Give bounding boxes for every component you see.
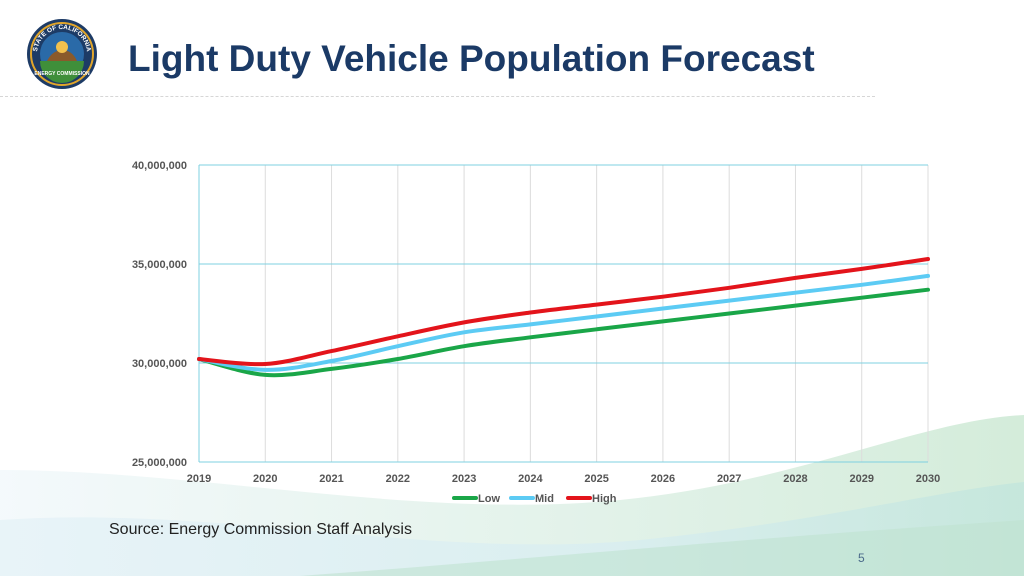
x-tick-label: 2027 (717, 473, 741, 485)
title-divider (0, 96, 875, 97)
x-tick-label: 2022 (386, 473, 410, 485)
x-tick-label: 2030 (916, 473, 940, 485)
logo-bottom-text: ENERGY COMMISSION (34, 71, 90, 77)
grid-layer (198, 164, 929, 463)
y-tick-label: 35,000,000 (132, 259, 187, 271)
source-note: Source: Energy Commission Staff Analysis (109, 521, 412, 538)
x-tick-label: 2028 (783, 473, 807, 485)
x-tick-label: 2023 (452, 473, 476, 485)
legend-label-mid: Mid (535, 493, 554, 505)
x-tick-label: 2020 (253, 473, 277, 485)
x-tick-label: 2026 (651, 473, 675, 485)
x-axis-ticks: 2019 2020 2021 2022 2023 2024 2025 2026 2027 2028… (187, 473, 940, 485)
legend: Low Mid High (452, 493, 617, 505)
x-tick-label: 2029 (849, 473, 873, 485)
series-line-low (197, 287, 930, 378)
legend-label-high: High (592, 493, 617, 505)
x-tick-label: 2024 (518, 473, 543, 485)
x-tick-label: 2019 (187, 473, 211, 485)
y-tick-label: 25,000,000 (132, 457, 187, 469)
line-chart: 25,000,000 30,000,000 35,000,000 40,000,000… (132, 160, 940, 505)
x-tick-label: 2025 (584, 473, 608, 485)
legend-label-low: Low (478, 493, 500, 505)
y-axis-ticks: 25,000,000 30,000,000 35,000,000 40,000,000 (132, 160, 187, 469)
y-tick-label: 40,000,000 (132, 160, 187, 172)
page-number: 5 (858, 551, 865, 565)
y-tick-label: 30,000,000 (132, 358, 187, 370)
x-tick-label: 2021 (319, 473, 343, 485)
page-title: Light Duty Vehicle Population Forecast (128, 38, 815, 79)
series-line-mid (197, 273, 930, 372)
california-energy-commission-logo: STATE OF CALIFORNIA ENERGY COMMISSION (27, 19, 97, 89)
series-line-high (197, 257, 930, 367)
series-layer (197, 257, 930, 378)
